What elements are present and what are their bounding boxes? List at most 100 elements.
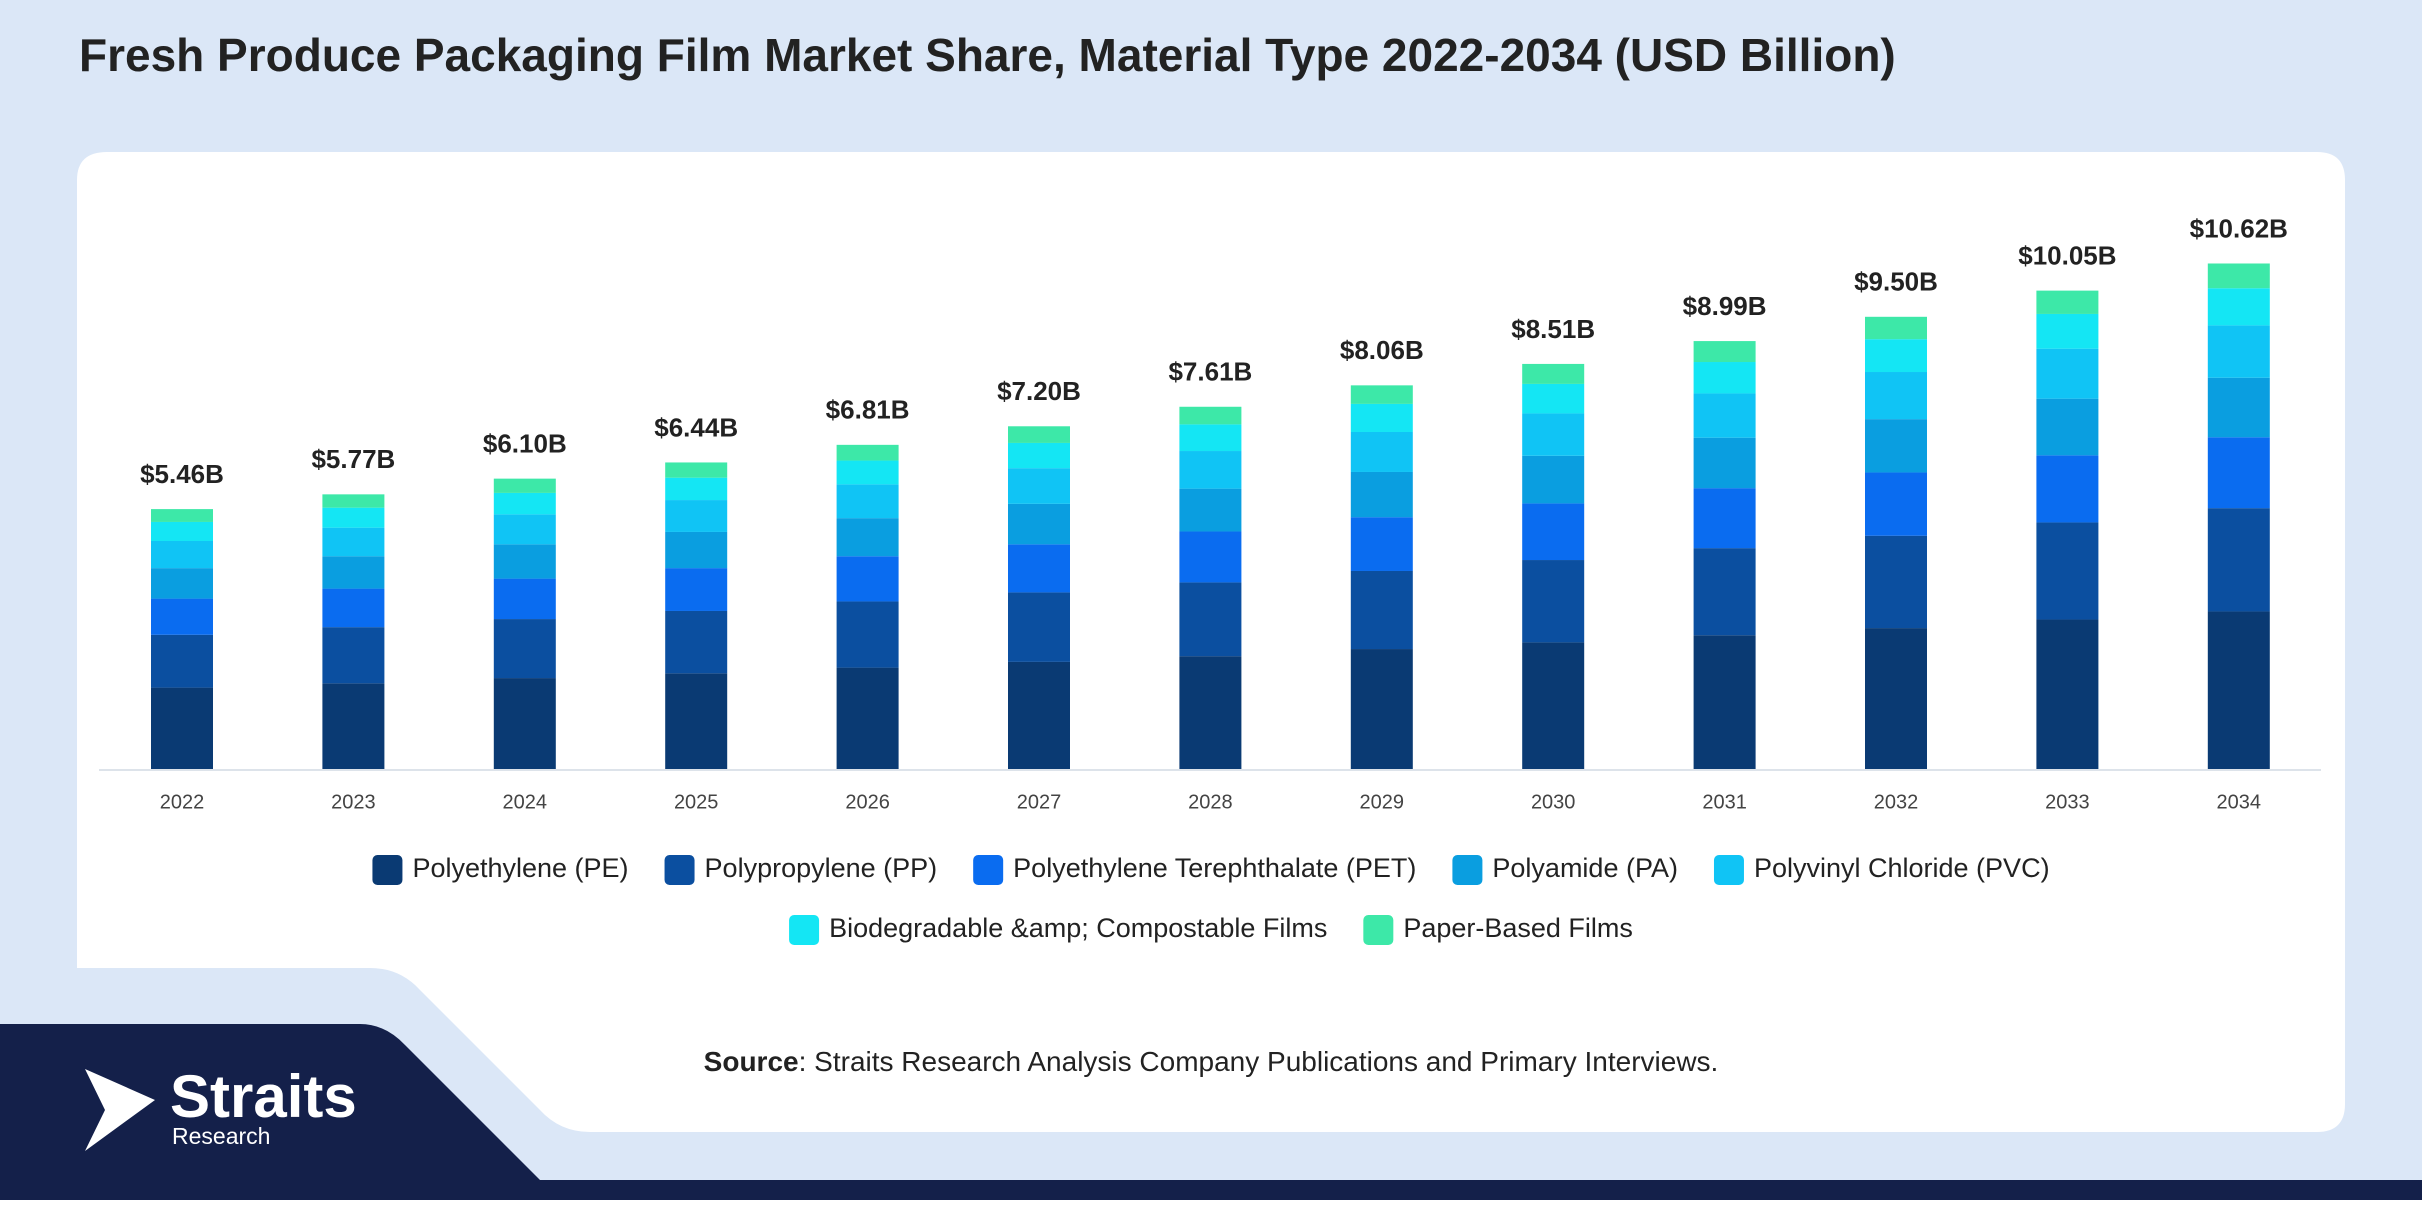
bar-segment: [151, 521, 213, 541]
bar-segment: [1179, 531, 1242, 583]
bar-segment: [1008, 426, 1070, 443]
x-tick-label: 2029: [1360, 791, 1405, 813]
bar-segment: [2036, 290, 2099, 314]
bar-segment: [2207, 611, 2270, 769]
legend-swatch: [789, 915, 820, 945]
bar-segment: [1179, 656, 1242, 769]
bar-segment: [1865, 339, 1927, 373]
x-tick-label: 2022: [160, 791, 205, 813]
bar-segment: [2036, 398, 2099, 456]
bar-segment: [2207, 325, 2270, 378]
source: Source: Straits Research Analysis Compan…: [704, 1046, 1719, 1077]
bar-segment: [836, 460, 899, 485]
x-tick-label: 2031: [1702, 791, 1747, 813]
total-label: $6.81B: [826, 395, 910, 425]
legend-swatch: [1713, 855, 1744, 885]
bar-segment: [493, 619, 556, 679]
bar-segment: [665, 673, 728, 769]
bar-segment: [2036, 348, 2099, 399]
bar-segment: [836, 601, 899, 668]
bar-segment: [1522, 413, 1585, 456]
bar-segment: [1522, 642, 1585, 769]
logo-name: Straits: [170, 1063, 357, 1130]
total-label: $8.99B: [1683, 291, 1767, 321]
bar-segment: [2036, 313, 2099, 349]
bar-segment: [1179, 451, 1242, 489]
bar-segment: [493, 492, 556, 515]
bar-segment: [1179, 424, 1242, 452]
bar-segment: [1522, 363, 1585, 384]
bar-segment: [1008, 544, 1070, 593]
total-label: $5.46B: [140, 459, 224, 489]
bar-segment: [151, 540, 213, 569]
bar-segment: [2207, 437, 2270, 509]
bar-segment: [2036, 619, 2099, 769]
legend-label: Paper-Based Films: [1403, 913, 1633, 943]
bar-segment: [493, 578, 556, 620]
x-tick-label: 2030: [1531, 791, 1576, 813]
bar-segment: [1865, 535, 1927, 629]
bar-segment: [1350, 570, 1413, 650]
legend-label: Polypropylene (PP): [705, 853, 938, 883]
total-label: $10.62B: [2190, 213, 2288, 243]
x-tick-label: 2023: [331, 791, 376, 813]
bar-segment: [493, 514, 556, 545]
bar-segment: [1865, 419, 1927, 473]
bar-segment: [1008, 661, 1070, 769]
x-tick-label: 2028: [1188, 791, 1233, 813]
bar-segment: [1179, 582, 1242, 657]
bar-segment: [151, 568, 213, 599]
bar-segment: [1008, 503, 1070, 545]
total-label: $8.51B: [1511, 314, 1595, 344]
bar-segment: [665, 531, 728, 569]
legend-label: Biodegradable &amp; Compostable Films: [829, 913, 1327, 943]
bar-segment: [151, 598, 213, 635]
bar-segment: [1693, 635, 1756, 769]
bar-segment: [665, 500, 728, 532]
bar-segment: [836, 444, 899, 461]
bar-segment: [151, 634, 213, 688]
x-tick-label: 2032: [1874, 791, 1919, 813]
bar-segment: [665, 462, 728, 478]
total-label: $7.20B: [997, 376, 1081, 406]
bar-segment: [151, 509, 213, 522]
bar-segment: [1865, 316, 1927, 340]
bar-segment: [665, 568, 728, 611]
bar-segment: [1179, 488, 1242, 532]
bar-segment: [1350, 403, 1413, 432]
bar-segment: [1693, 488, 1756, 549]
legend-swatch: [1363, 915, 1394, 945]
bar-segment: [322, 627, 385, 684]
bar-segment: [2207, 288, 2270, 326]
bar-segment: [151, 687, 213, 769]
source-text: : Straits Research Analysis Company Publ…: [799, 1046, 1719, 1077]
bar-segment: [1865, 628, 1927, 769]
bar-segment: [1008, 592, 1070, 662]
bar-segment: [322, 494, 385, 508]
total-label: $6.44B: [654, 412, 738, 442]
bar-segment: [1693, 362, 1756, 394]
bar-segment: [2207, 508, 2270, 612]
total-label: $9.50B: [1854, 267, 1938, 297]
bar-segment: [493, 478, 556, 493]
bar-segment: [1522, 560, 1585, 643]
bar-segment: [836, 556, 899, 602]
bar-segment: [1350, 649, 1413, 769]
bar-segment: [1693, 548, 1756, 636]
total-label: $8.06B: [1340, 335, 1424, 365]
bar-segment: [322, 683, 385, 769]
legend-label: Polyvinyl Chloride (PVC): [1754, 853, 2050, 883]
legend-swatch: [973, 855, 1004, 885]
logo-panel: [0, 1024, 2422, 1200]
bar-segment: [2207, 377, 2270, 438]
bar-segment: [2036, 455, 2099, 523]
legend-swatch: [372, 855, 403, 885]
logo-icon: [85, 1069, 155, 1151]
total-label: $7.61B: [1168, 357, 1252, 387]
bar-segment: [665, 610, 728, 674]
legend-swatch: [1452, 855, 1483, 885]
bar-segment: [1350, 431, 1413, 472]
legend-swatch: [664, 855, 695, 885]
bar-segment: [1693, 341, 1756, 363]
